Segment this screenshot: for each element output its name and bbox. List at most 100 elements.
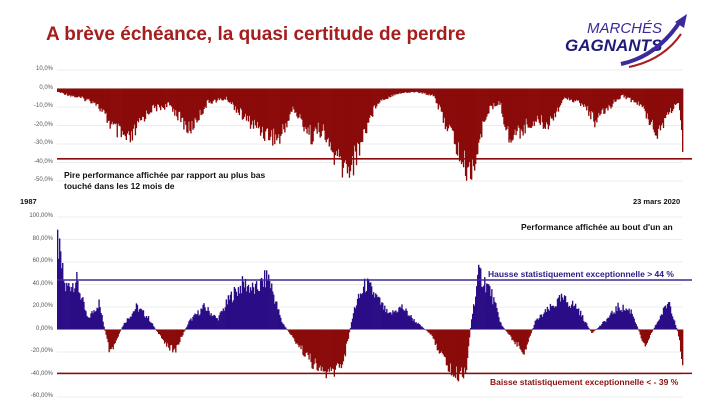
data-bar	[422, 327, 424, 330]
data-bar	[620, 309, 622, 330]
data-bar	[273, 294, 275, 330]
data-bar	[572, 88, 575, 103]
data-bar	[146, 318, 149, 330]
data-bar	[587, 326, 589, 330]
data-bar	[184, 329, 186, 331]
data-bar	[423, 328, 425, 330]
data-bar	[113, 88, 115, 124]
data-bar	[79, 88, 81, 98]
data-bar	[227, 295, 229, 330]
data-bar	[167, 329, 169, 344]
data-bar	[235, 291, 238, 330]
data-bar	[268, 274, 270, 330]
data-bar	[430, 329, 432, 335]
data-bar	[180, 88, 182, 123]
data-bar	[528, 329, 530, 338]
data-bar	[220, 310, 222, 330]
data-bar	[609, 88, 611, 107]
data-bar	[609, 315, 611, 330]
data-bar	[184, 88, 186, 122]
data-bar	[411, 88, 413, 92]
data-bar	[121, 88, 123, 132]
data-bar	[241, 276, 244, 330]
data-bar	[210, 88, 212, 104]
data-bar	[195, 88, 197, 120]
data-bar	[73, 88, 75, 96]
data-bar	[260, 88, 263, 133]
data-bar	[427, 88, 429, 96]
data-bar	[584, 322, 586, 330]
data-bar	[580, 310, 582, 330]
data-bar	[572, 306, 575, 330]
data-bar	[650, 329, 653, 333]
data-bar	[258, 291, 261, 330]
data-bar	[64, 283, 66, 330]
data-bar	[551, 88, 554, 119]
upper-threshold-label: Hausse statistiquement exceptionnelle > …	[488, 269, 674, 279]
data-bar	[205, 88, 207, 108]
data-bar	[317, 329, 319, 371]
data-bar	[288, 329, 290, 333]
data-bar	[285, 88, 287, 124]
data-bar	[434, 329, 436, 345]
data-bar	[173, 88, 175, 109]
data-bar	[356, 88, 359, 143]
data-bar	[460, 88, 463, 165]
data-bar	[451, 329, 454, 375]
data-bar	[196, 314, 198, 330]
data-bar	[223, 310, 225, 330]
data-bar	[152, 88, 155, 105]
data-bar	[299, 329, 301, 346]
data-bar	[251, 88, 254, 121]
data-bar	[309, 88, 311, 125]
data-bar	[459, 88, 462, 161]
data-bar	[301, 329, 303, 346]
data-bar	[320, 88, 322, 137]
data-bar	[481, 88, 483, 138]
data-bar	[576, 308, 579, 330]
data-bar	[449, 88, 452, 127]
data-bar	[571, 88, 574, 102]
data-bar	[343, 329, 346, 355]
data-bar	[608, 88, 610, 105]
data-bar	[60, 251, 62, 330]
data-bar	[264, 287, 267, 330]
data-bar	[347, 329, 350, 339]
data-bar	[458, 329, 461, 373]
data-bar	[646, 88, 649, 114]
data-bar	[613, 88, 615, 100]
data-bar	[462, 329, 465, 379]
data-bar	[538, 88, 540, 123]
data-bar	[111, 329, 113, 348]
data-bar	[190, 318, 192, 330]
data-bar	[490, 296, 492, 330]
data-bar	[157, 88, 160, 105]
data-bar	[525, 88, 527, 119]
data-bar	[249, 287, 252, 330]
data-bar	[116, 329, 118, 339]
data-bar	[275, 301, 277, 330]
data-bar	[142, 88, 145, 117]
data-bar	[665, 308, 668, 330]
data-bar	[600, 88, 602, 114]
data-bar	[617, 302, 619, 330]
data-bar	[345, 88, 348, 164]
data-bar	[591, 88, 593, 112]
data-bar	[149, 88, 152, 113]
data-bar	[191, 88, 193, 121]
data-bar	[68, 88, 70, 96]
data-bar	[210, 313, 212, 330]
data-bar	[308, 88, 310, 135]
data-bar	[102, 88, 104, 110]
data-bar	[306, 88, 308, 134]
data-bar	[438, 88, 441, 105]
data-bar	[355, 305, 358, 330]
data-bar	[289, 88, 291, 115]
data-bar	[170, 329, 172, 346]
data-bar	[336, 329, 339, 363]
data-bar	[599, 88, 601, 116]
data-bar	[86, 315, 88, 330]
data-bar	[642, 329, 644, 343]
data-bar	[559, 88, 562, 106]
data-bar	[534, 88, 536, 122]
